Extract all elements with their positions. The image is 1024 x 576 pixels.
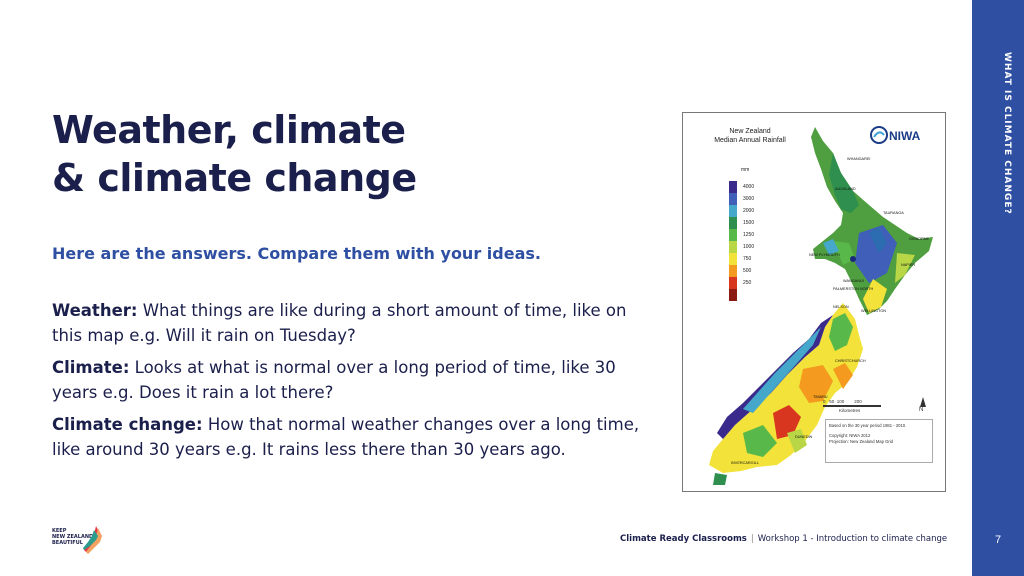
town-label: CHRISTCHURCH xyxy=(835,359,866,363)
legend-swatch xyxy=(729,181,737,193)
definition-term: Weather: xyxy=(52,301,138,320)
legend-swatch xyxy=(729,277,737,289)
definition-climate: Climate: Looks at what is normal over a … xyxy=(52,355,652,405)
legend-label: 2000 xyxy=(743,208,755,214)
note-copyright: Copyright: NIWA 2012 xyxy=(829,433,871,438)
legend-swatch xyxy=(729,193,737,205)
definition-text: How that normal weather changes over a l… xyxy=(52,415,640,459)
legend-label: 1000 xyxy=(743,244,755,250)
legend-color-bar xyxy=(729,181,737,313)
legend-label: 750 xyxy=(743,256,752,262)
nz-map-graphic xyxy=(709,127,933,485)
legend-swatch xyxy=(729,289,737,301)
footer-workshop: Workshop 1 - Introduction to climate cha… xyxy=(757,534,948,544)
north-arrow-icon: N xyxy=(919,397,926,413)
legend-swatch xyxy=(729,241,737,253)
page-number: 7 xyxy=(994,534,1002,546)
definition-weather: Weather: What things are like during a s… xyxy=(52,298,652,348)
keep-nz-beautiful-logo: KEEP NEW ZEALAND BEAUTIFUL xyxy=(52,522,108,556)
north-label: N xyxy=(919,407,924,413)
legend-swatch xyxy=(729,229,737,241)
town-label: NAPIER xyxy=(901,263,916,267)
town-label: NELSON xyxy=(833,305,849,309)
map-scale: 0 50 100 200 Kilometres xyxy=(823,399,881,413)
logo-text: KEEP NEW ZEALAND BEAUTIFUL xyxy=(52,528,94,546)
niwa-brand: NIWA xyxy=(889,129,921,143)
scale-bar xyxy=(823,405,881,407)
legend-label: 3000 xyxy=(743,196,755,202)
definition-climate-change: Climate change: How that normal weather … xyxy=(52,412,652,462)
definition-term: Climate change: xyxy=(52,415,203,434)
section-sidebar: WHAT IS CLIMATE CHANGE? xyxy=(972,0,1024,576)
definition-text: Looks at what is normal over a long peri… xyxy=(52,358,616,402)
legend-label: 4000 xyxy=(743,184,755,190)
legend-label: 250 xyxy=(743,280,752,286)
legend-label: 1250 xyxy=(743,232,755,238)
footer-separator: | xyxy=(750,534,754,544)
footer-brand: Climate Ready Classrooms xyxy=(620,534,747,544)
scale-labels: 0 50 100 200 xyxy=(823,399,862,404)
scale-unit: Kilometres xyxy=(839,408,861,413)
town-label: WELLINGTON xyxy=(861,309,887,313)
legend-label: 500 xyxy=(743,268,752,274)
legend-labels: 4000 3000 2000 1500 1250 1000 750 500 250 xyxy=(743,181,754,301)
legend-unit: mm xyxy=(741,167,750,173)
town-label: GISBORNE xyxy=(909,237,930,241)
town-label: AUCKLAND xyxy=(835,187,856,191)
definition-term: Climate: xyxy=(52,358,130,377)
niwa-swirl-icon xyxy=(870,126,888,144)
title-line-2: & climate change xyxy=(52,156,417,200)
rainfall-map: New Zealand Median Annual Rainfall NIWA … xyxy=(682,112,946,492)
town-label: NEW PLYMOUTH xyxy=(809,253,840,257)
legend-swatch xyxy=(729,265,737,277)
town-label: DUNEDIN xyxy=(795,435,813,439)
note-projection: Projection: New Zealand Map Grid xyxy=(829,439,894,444)
map-title: New Zealand Median Annual Rainfall xyxy=(714,128,786,144)
legend-swatch xyxy=(729,205,737,217)
section-label: WHAT IS CLIMATE CHANGE? xyxy=(1002,52,1012,215)
nz-rainbow-icon xyxy=(83,526,102,554)
legend-label: 1500 xyxy=(743,220,755,226)
footer: Climate Ready Classrooms | Workshop 1 - In… xyxy=(620,534,947,544)
slide-title: Weather, climate & climate change xyxy=(52,106,612,202)
town-label: INVERCARGILL xyxy=(731,461,759,465)
town-label: TAURANGA xyxy=(883,211,904,215)
town-label: WANGANUI xyxy=(843,279,864,283)
town-label: TIMARU xyxy=(813,395,828,399)
definition-text: What things are like during a short amou… xyxy=(52,301,627,345)
town-label: WHANGAREI xyxy=(847,157,871,161)
title-line-1: Weather, climate xyxy=(52,108,406,152)
definitions-list: Weather: What things are like during a s… xyxy=(52,298,652,469)
slide-subtitle: Here are the answers. Compare them with … xyxy=(52,244,541,263)
legend-swatch xyxy=(729,217,737,229)
legend-swatch xyxy=(729,253,737,265)
map-note: Based on the 30 year period 1981 - 2010.… xyxy=(825,419,933,463)
town-label: PALMERSTON NORTH xyxy=(833,287,874,291)
note-period: Based on the 30 year period 1981 - 2010. xyxy=(829,423,907,428)
niwa-logo: NIWA xyxy=(869,125,933,153)
